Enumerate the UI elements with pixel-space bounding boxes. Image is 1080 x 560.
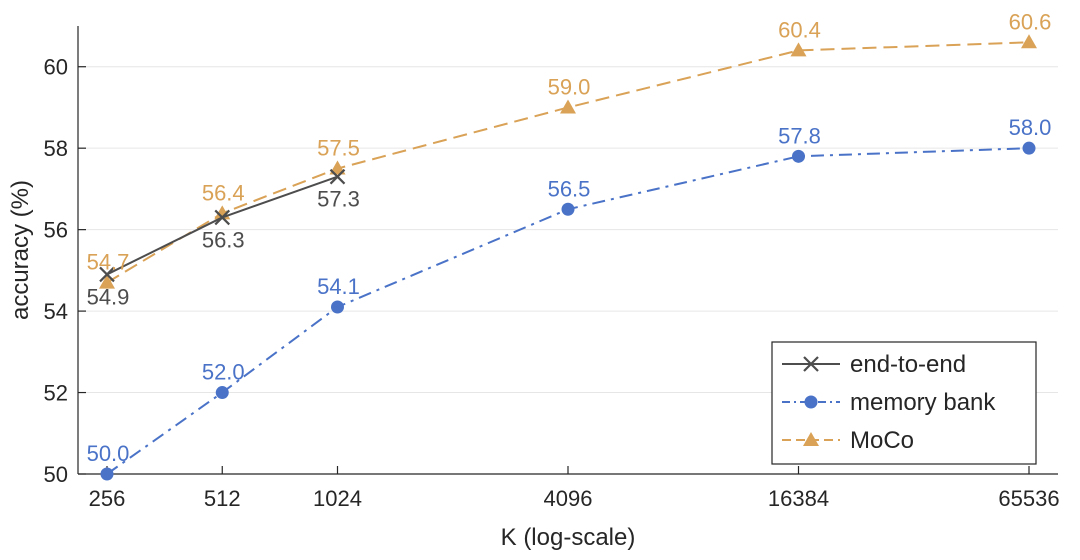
- data-label-memory-bank: 56.5: [548, 176, 591, 201]
- data-label-moco: 57.5: [317, 136, 360, 161]
- data-labels-layer: 54.9 56.3 57.3 50.0 52.0 54.1 56.5 57.8 58.0 54.7…: [87, 9, 1052, 466]
- data-label-memory-bank: 50.0: [87, 441, 130, 466]
- data-label-end-to-end: 57.3: [317, 187, 360, 212]
- data-label-memory-bank: 54.1: [317, 274, 360, 299]
- point-end-to-end: [99, 266, 115, 283]
- point-memory-bank: [215, 386, 229, 400]
- y-tick-label: 50: [44, 462, 68, 487]
- legend-label-moco: MoCo: [850, 427, 914, 454]
- axes-layer: 50 52 54 56 58 60 256 512 1024 4096 16384 65536 K (l…: [7, 26, 1060, 551]
- legend: end-to-end memory bank MoCo: [771, 341, 1037, 465]
- y-tick-label: 52: [44, 381, 68, 406]
- x-tick-label: 16384: [768, 486, 829, 511]
- point-memory-bank: [792, 149, 805, 163]
- x-tick-label: 4096: [544, 486, 593, 511]
- y-tick-label: 54: [44, 299, 68, 324]
- x-axis-title: K (log-scale): [501, 524, 636, 551]
- point-memory-bank: [561, 202, 575, 216]
- series-line-memory-bank: [106, 147, 1030, 475]
- data-label-moco: 56.4: [202, 180, 245, 205]
- x-tick-label: 65536: [998, 486, 1059, 511]
- series-layer: [99, 34, 1037, 481]
- point-end-to-end: [329, 168, 346, 185]
- point-end-to-end: [214, 209, 231, 226]
- data-label-memory-bank: 52.0: [202, 360, 245, 385]
- point-moco: [560, 99, 576, 114]
- series-line-moco: [106, 41, 1030, 284]
- legend-marker-memory-bank: [804, 395, 818, 409]
- data-label-moco: 60.6: [1009, 9, 1052, 34]
- y-tick-label: 56: [44, 218, 68, 243]
- data-label-end-to-end: 54.9: [87, 284, 130, 309]
- point-moco: [99, 274, 115, 289]
- point-moco: [1021, 34, 1037, 49]
- data-label-moco: 60.4: [778, 17, 821, 42]
- x-tick-label: 1024: [313, 486, 362, 511]
- data-label-end-to-end: 56.3: [202, 227, 245, 252]
- legend-label-end-to-end: end-to-end: [850, 351, 966, 378]
- point-memory-bank: [331, 300, 344, 314]
- point-moco: [790, 42, 807, 57]
- point-memory-bank: [100, 467, 114, 481]
- point-moco: [329, 160, 346, 175]
- x-tick-label: 512: [204, 486, 241, 511]
- x-tick-label: 256: [89, 486, 126, 511]
- data-label-memory-bank: 57.8: [778, 123, 821, 148]
- data-label-moco: 59.0: [548, 74, 591, 99]
- data-label-moco: 54.7: [87, 250, 130, 275]
- legend-marker-moco: [803, 432, 819, 446]
- legend-marker-end-to-end: [803, 356, 819, 372]
- legend-label-memory-bank: memory bank: [850, 389, 996, 416]
- data-label-memory-bank: 58.0: [1009, 115, 1052, 140]
- y-axis-title: accuracy (%): [7, 180, 34, 320]
- point-memory-bank: [1022, 141, 1036, 155]
- y-tick-label: 58: [44, 136, 68, 161]
- y-tick-label: 60: [44, 55, 68, 80]
